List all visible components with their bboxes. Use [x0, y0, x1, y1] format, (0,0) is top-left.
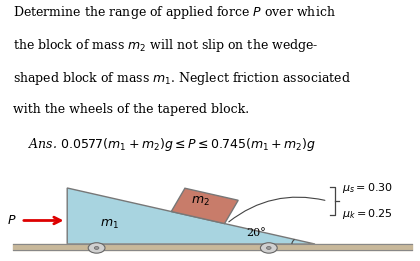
Text: 20°: 20°: [246, 228, 266, 238]
Text: Determine the range of applied force $P$ over which: Determine the range of applied force $P$…: [13, 4, 335, 21]
Text: $m_1$: $m_1$: [100, 218, 119, 231]
Circle shape: [260, 243, 277, 253]
Circle shape: [88, 243, 105, 253]
Circle shape: [267, 246, 271, 250]
Text: with the wheels of the tapered block.: with the wheels of the tapered block.: [13, 103, 249, 116]
Text: $\mu_k = 0.25$: $\mu_k = 0.25$: [342, 207, 393, 221]
Polygon shape: [67, 188, 315, 244]
Polygon shape: [171, 188, 238, 224]
Text: shaped block of mass $m_1$. Neglect friction associated: shaped block of mass $m_1$. Neglect fric…: [13, 70, 351, 87]
Text: Ans. $0.0577(m_1 + m_2)g \leq P \leq 0.745(m_1 + m_2)g$: Ans. $0.0577(m_1 + m_2)g \leq P \leq 0.7…: [13, 136, 315, 153]
Text: $\mu_s = 0.30$: $\mu_s = 0.30$: [342, 181, 394, 195]
Circle shape: [94, 246, 99, 250]
Text: the block of mass $m_2$ will not slip on the wedge-: the block of mass $m_2$ will not slip on…: [13, 37, 318, 54]
Text: $m_2$: $m_2$: [191, 195, 210, 208]
Text: $P$: $P$: [7, 214, 17, 227]
